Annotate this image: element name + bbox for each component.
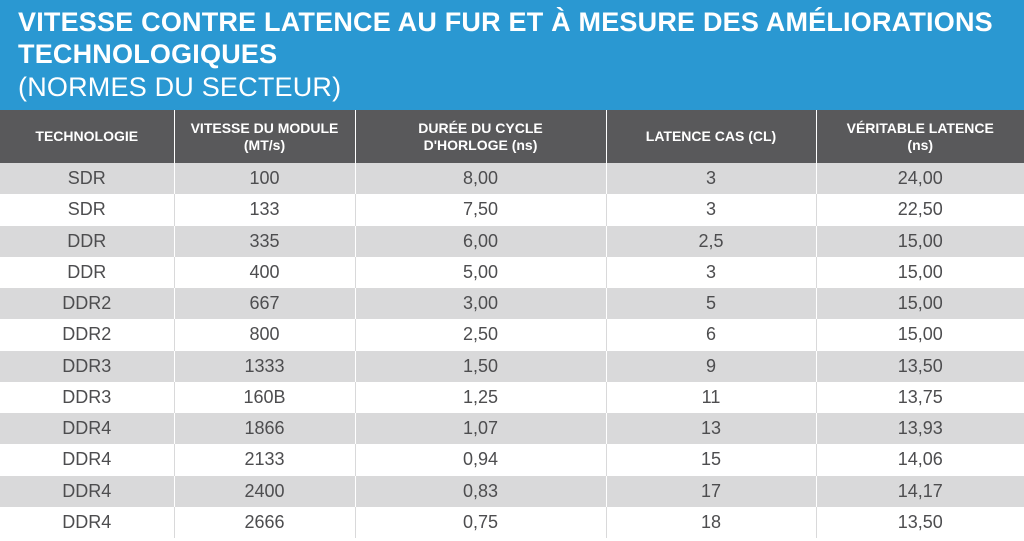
latence-cas-cell: 17	[606, 475, 817, 507]
duree-cycle-cell: 1,07	[355, 413, 607, 445]
technologie-cell: DDR2	[0, 319, 175, 351]
veritable-latence-cell: 15,00	[816, 225, 1024, 257]
table-row: DDR3 1333 1,50 9 13,50	[0, 350, 1024, 382]
vitesse-cell: 2400	[174, 475, 356, 507]
column-header-unit: (ns)	[907, 136, 934, 153]
duree-cycle-cell: 5,00	[355, 256, 607, 288]
vitesse-cell: 800	[174, 319, 356, 351]
latence-cas-cell: 3	[606, 194, 817, 226]
table-row: DDR4 1866 1,07 13 13,93	[0, 413, 1024, 445]
table-row: DDR4 2400 0,83 17 14,17	[0, 475, 1024, 507]
page-title-line-2: TECHNOLOGIQUES	[18, 39, 278, 69]
veritable-latence-cell: 15,00	[816, 288, 1024, 320]
page-subtitle: (NORMES DU SECTEUR)	[18, 72, 342, 102]
veritable-latence-cell: 15,00	[816, 256, 1024, 288]
technologie-cell: DDR	[0, 225, 175, 257]
latence-cas-cell: 6	[606, 319, 817, 351]
column-header-line: VÉRITABLE LATENCE	[846, 119, 994, 136]
table-row: DDR4 2133 0,94 15 14,06	[0, 444, 1024, 476]
vitesse-cell: 160B	[174, 381, 356, 413]
latency-table: TECHNOLOGIE VITESSE DU MODULE (MT/s) DUR…	[0, 110, 1024, 538]
table-row: DDR2 800 2,50 6 15,00	[0, 319, 1024, 351]
table-row: DDR 335 6,00 2,5 15,00	[0, 225, 1024, 257]
table-header-row: TECHNOLOGIE VITESSE DU MODULE (MT/s) DUR…	[0, 110, 1024, 163]
table-row: DDR2 667 3,00 5 15,00	[0, 288, 1024, 320]
column-header-line: LATENCE CAS (CL)	[645, 128, 777, 144]
column-header-line: TECHNOLOGIE	[35, 128, 139, 144]
technologie-cell: DDR4	[0, 506, 175, 538]
veritable-latence-cell: 13,50	[816, 350, 1024, 382]
technologie-cell: DDR	[0, 256, 175, 288]
duree-cycle-cell: 3,00	[355, 288, 607, 320]
column-header-line: DURÉE DU CYCLE	[418, 119, 543, 136]
veritable-latence-cell: 13,75	[816, 381, 1024, 413]
latence-cas-cell: 11	[606, 381, 817, 413]
column-header-veritable-latence: VÉRITABLE LATENCE (ns)	[816, 110, 1024, 163]
column-header-technologie: TECHNOLOGIE	[0, 110, 175, 163]
veritable-latence-cell: 14,17	[816, 475, 1024, 507]
title-banner: VITESSE CONTRE LATENCE AU FUR ET À MESUR…	[0, 0, 1024, 110]
duree-cycle-cell: 2,50	[355, 319, 607, 351]
vitesse-cell: 100	[174, 163, 356, 195]
technologie-cell: DDR2	[0, 288, 175, 320]
technologie-cell: DDR4	[0, 413, 175, 445]
vitesse-cell: 1866	[174, 413, 356, 445]
latence-cas-cell: 13	[606, 413, 817, 445]
veritable-latence-cell: 13,50	[816, 506, 1024, 538]
vitesse-cell: 133	[174, 194, 356, 226]
table-body: SDR 100 8,00 3 24,00 SDR 133 7,50 3 22,50 DDR 335 6,…	[0, 163, 1024, 538]
column-header-duree-cycle: DURÉE DU CYCLE D'HORLOGE (ns)	[355, 110, 607, 163]
latence-cas-cell: 5	[606, 288, 817, 320]
vitesse-cell: 2133	[174, 444, 356, 476]
duree-cycle-cell: 1,50	[355, 350, 607, 382]
duree-cycle-cell: 0,75	[355, 506, 607, 538]
latence-cas-cell: 15	[606, 444, 817, 476]
column-header-vitesse-module: VITESSE DU MODULE (MT/s)	[174, 110, 356, 163]
veritable-latence-cell: 15,00	[816, 319, 1024, 351]
technologie-cell: DDR4	[0, 444, 175, 476]
technologie-cell: SDR	[0, 163, 175, 195]
duree-cycle-cell: 0,83	[355, 475, 607, 507]
table-row: DDR3 160B 1,25 11 13,75	[0, 381, 1024, 413]
vitesse-cell: 1333	[174, 350, 356, 382]
veritable-latence-cell: 13,93	[816, 413, 1024, 445]
latence-cas-cell: 3	[606, 163, 817, 195]
page-title-line-1: VITESSE CONTRE LATENCE AU FUR ET À MESUR…	[18, 7, 993, 37]
table-row: DDR4 2666 0,75 18 13,50	[0, 506, 1024, 538]
veritable-latence-cell: 24,00	[816, 163, 1024, 195]
duree-cycle-cell: 6,00	[355, 225, 607, 257]
veritable-latence-cell: 14,06	[816, 444, 1024, 476]
veritable-latence-cell: 22,50	[816, 194, 1024, 226]
vitesse-cell: 400	[174, 256, 356, 288]
vitesse-cell: 335	[174, 225, 356, 257]
technologie-cell: DDR3	[0, 350, 175, 382]
latence-cas-cell: 18	[606, 506, 817, 538]
duree-cycle-cell: 7,50	[355, 194, 607, 226]
latence-cas-cell: 3	[606, 256, 817, 288]
table-row: DDR 400 5,00 3 15,00	[0, 256, 1024, 288]
duree-cycle-cell: 1,25	[355, 381, 607, 413]
column-header-line: VITESSE DU MODULE	[190, 119, 339, 136]
latence-cas-cell: 2,5	[606, 225, 817, 257]
duree-cycle-cell: 8,00	[355, 163, 607, 195]
latence-cas-cell: 9	[606, 350, 817, 382]
vitesse-cell: 667	[174, 288, 356, 320]
table-row: SDR 100 8,00 3 24,00	[0, 163, 1024, 195]
vitesse-cell: 2666	[174, 506, 356, 538]
table-row: SDR 133 7,50 3 22,50	[0, 194, 1024, 226]
column-header-unit: D'HORLOGE (ns)	[423, 136, 538, 153]
technologie-cell: DDR3	[0, 381, 175, 413]
column-header-unit: (MT/s)	[243, 136, 286, 153]
technologie-cell: DDR4	[0, 475, 175, 507]
technologie-cell: SDR	[0, 194, 175, 226]
column-header-latence-cas: LATENCE CAS (CL)	[606, 110, 817, 163]
duree-cycle-cell: 0,94	[355, 444, 607, 476]
